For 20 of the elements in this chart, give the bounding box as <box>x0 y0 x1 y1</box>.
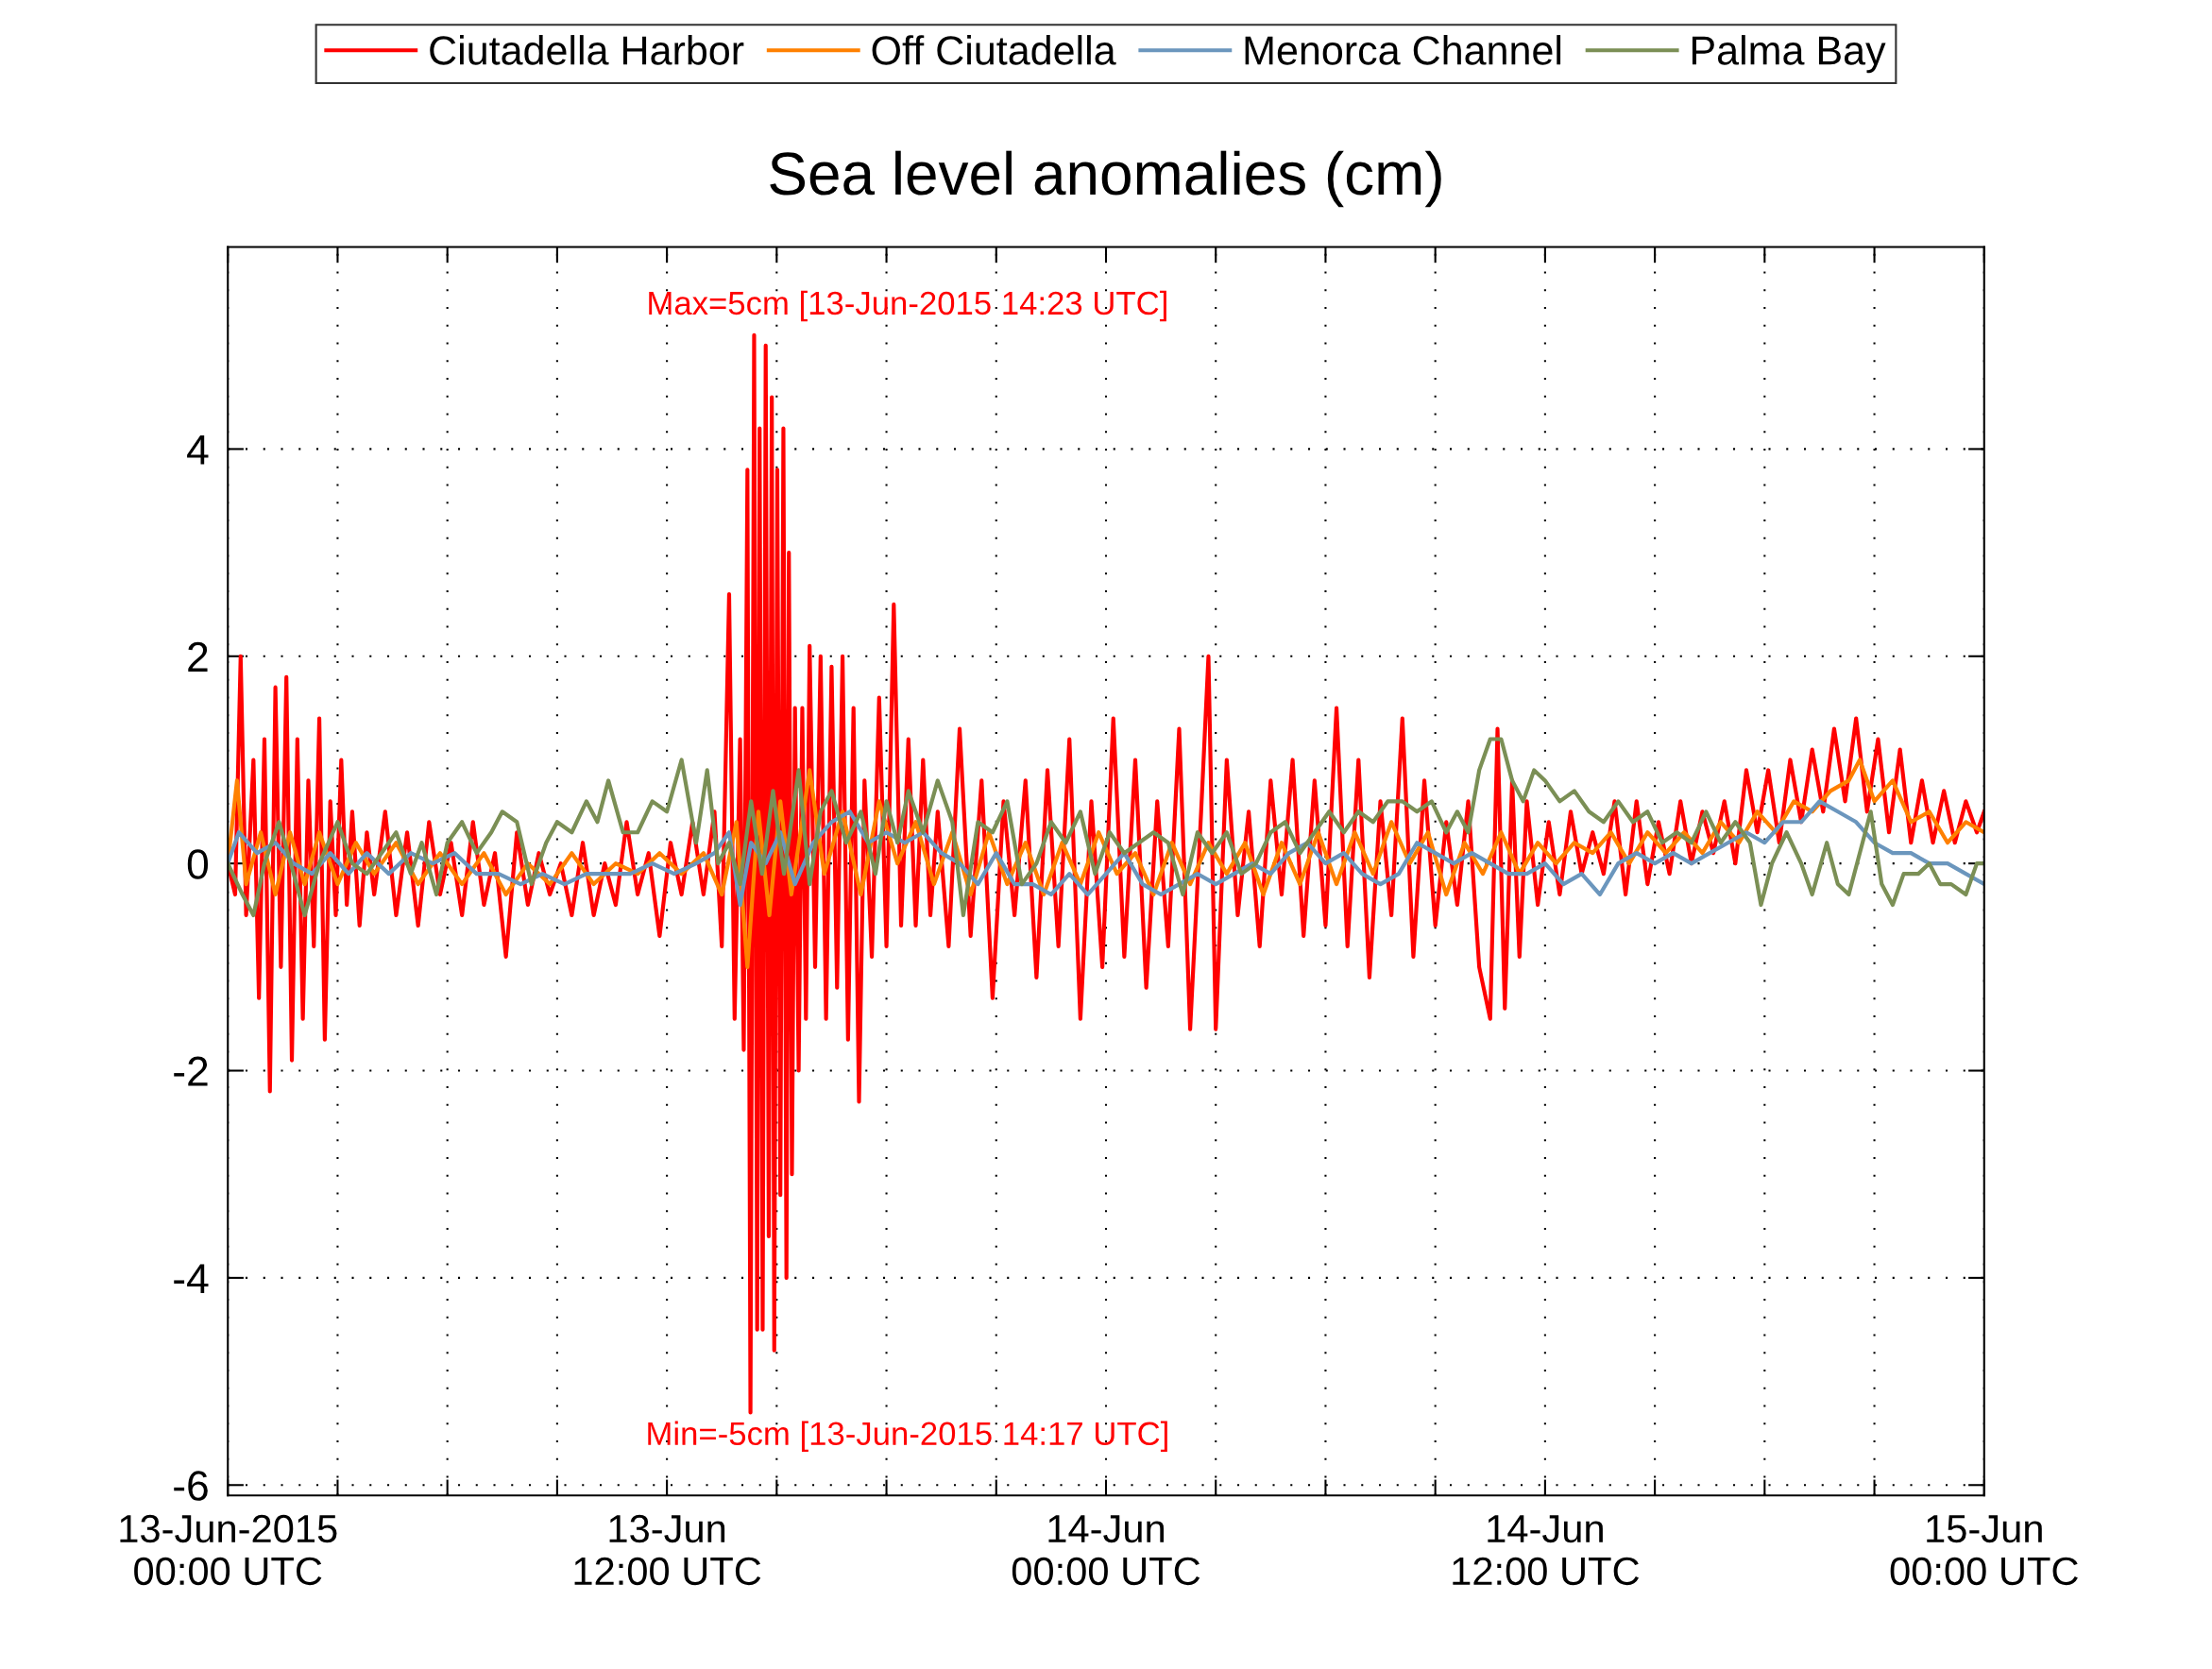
y-tick-label: 4 <box>187 434 209 465</box>
x-tick-label: 13-Jun 12:00 UTC <box>574 1514 761 1586</box>
legend-label: Menorca Channel <box>1245 35 1561 65</box>
y-tick-label: 0 <box>187 849 209 879</box>
line-series <box>228 799 1984 908</box>
y-tick-label: -4 <box>174 1264 209 1293</box>
x-tick-label: 14-Jun 00:00 UTC <box>1012 1515 1200 1586</box>
annotation: Max=5cm [13-Jun-2015 14:23 UTC] <box>649 290 1166 322</box>
x-tick-label: 13-Jun-2015 00:00 UTC <box>120 1514 337 1586</box>
x-tick-label: 14-Jun 12:00 UTC <box>1453 1515 1640 1586</box>
line-series <box>228 737 1984 918</box>
y-tick-label: 2 <box>188 641 208 672</box>
y-tick-label: -6 <box>174 1471 208 1501</box>
y-tick-label: -2 <box>174 1056 208 1086</box>
x-tick-label: 15-Jun 00:00 UTC <box>1890 1515 2078 1586</box>
annotation: Min=-5cm [13-Jun-2015 14:17 UTC] <box>648 1421 1167 1452</box>
chart-title: Sea level anomalies (cm) <box>770 150 1441 208</box>
legend-label: Off Ciutadella <box>872 35 1116 65</box>
legend-label: Palma Bay <box>1692 35 1886 74</box>
legend-label: Ciutadella Harbor <box>430 35 744 65</box>
